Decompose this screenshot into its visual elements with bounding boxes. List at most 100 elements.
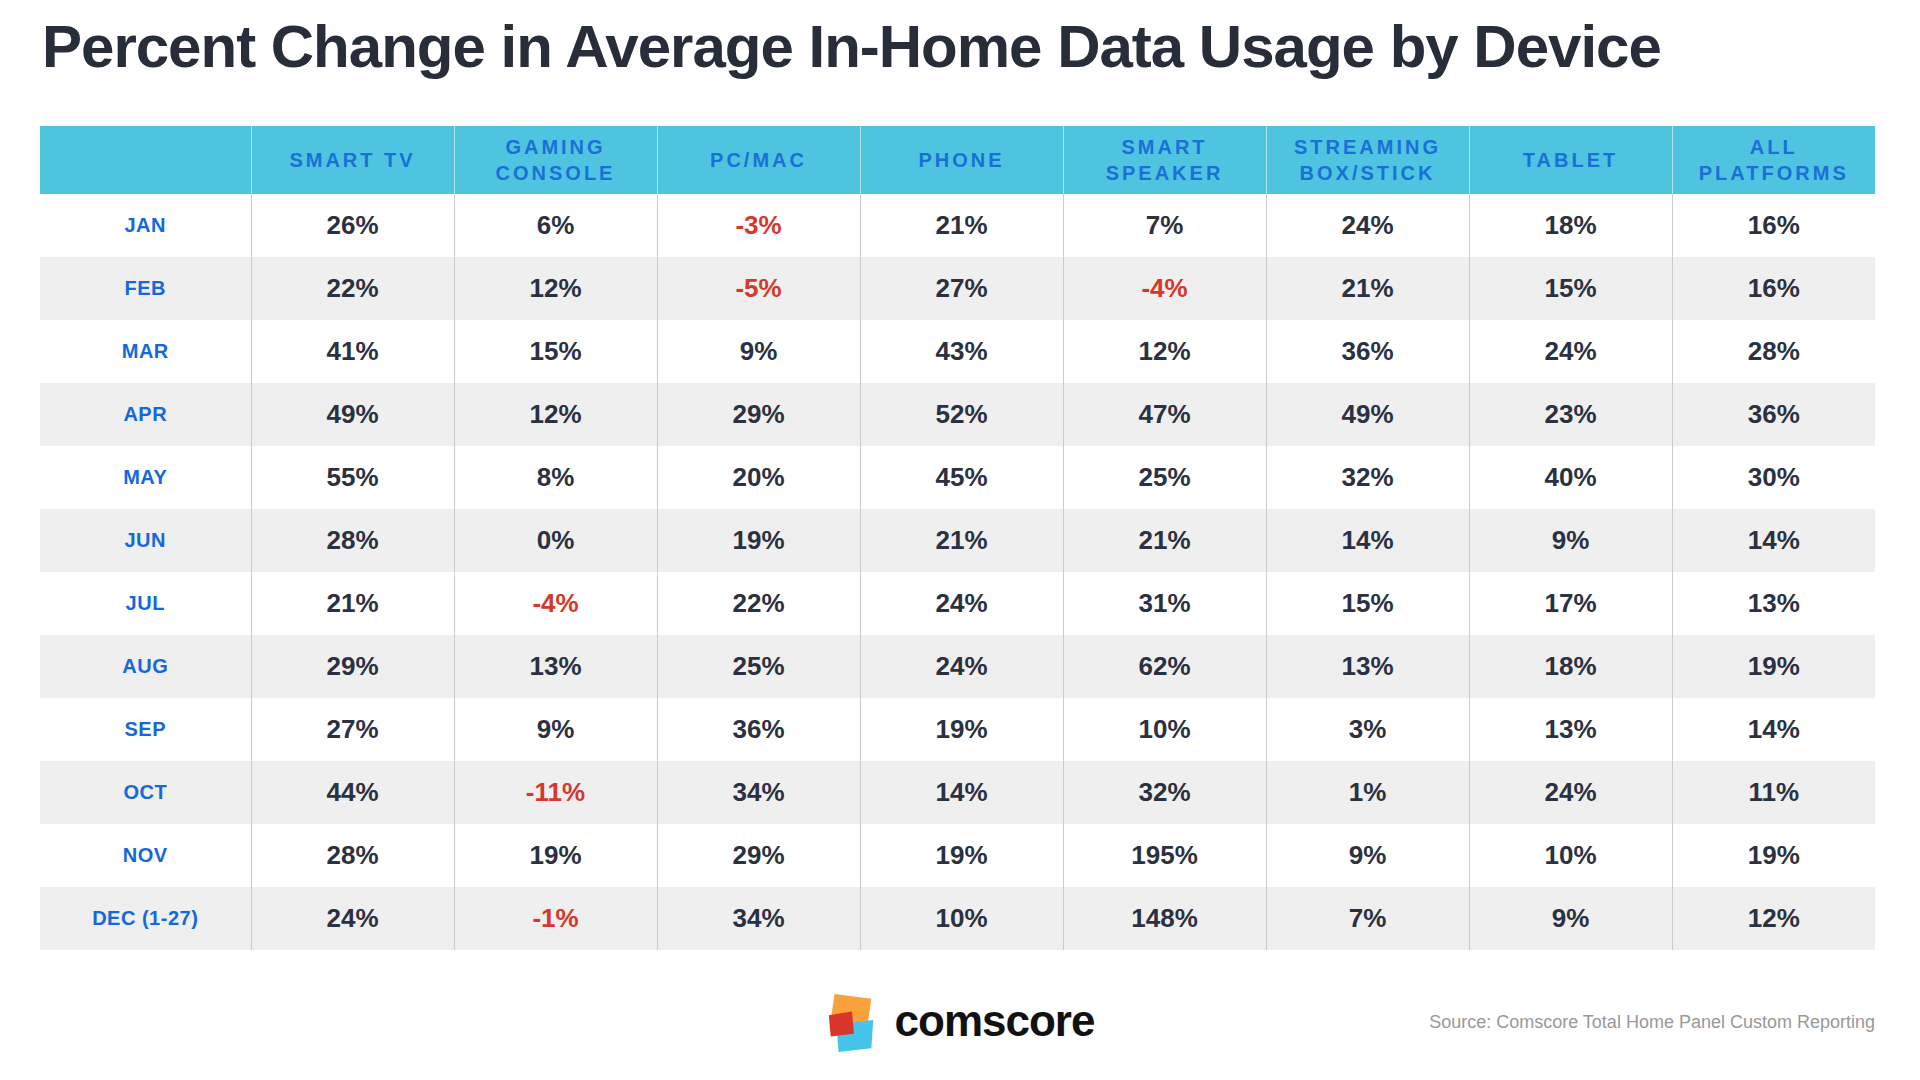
month-label: MAR (40, 320, 251, 383)
data-cell: 13% (1672, 572, 1875, 635)
data-cell: 16% (1672, 257, 1875, 320)
table-row: JUN28%0%19%21%21%14%9%14% (40, 509, 1875, 572)
data-cell: 0% (454, 509, 657, 572)
month-label: FEB (40, 257, 251, 320)
column-header: GAMING CONSOLE (454, 126, 657, 194)
data-cell: 47% (1063, 383, 1266, 446)
data-cell: 17% (1469, 572, 1672, 635)
data-cell: 6% (454, 194, 657, 257)
data-cell: 28% (1672, 320, 1875, 383)
month-label: AUG (40, 635, 251, 698)
data-cell: 26% (251, 194, 454, 257)
data-cell: 14% (1672, 509, 1875, 572)
data-cell: 7% (1266, 887, 1469, 950)
infographic-page: Percent Change in Average In-Home Data U… (0, 0, 1920, 1080)
column-header: TABLET (1469, 126, 1672, 194)
data-cell: 25% (657, 635, 860, 698)
data-cell: 28% (251, 509, 454, 572)
table-row: OCT44%-11%34%14%32%1%24%11% (40, 761, 1875, 824)
month-label: OCT (40, 761, 251, 824)
comscore-logo-icon (821, 992, 879, 1054)
data-cell: 22% (657, 572, 860, 635)
month-label: SEP (40, 698, 251, 761)
data-cell: 24% (1469, 761, 1672, 824)
data-cell: 21% (860, 509, 1063, 572)
data-cell: -3% (657, 194, 860, 257)
column-header: SMART SPEAKER (1063, 126, 1266, 194)
data-cell: 148% (1063, 887, 1266, 950)
data-cell: 10% (1063, 698, 1266, 761)
data-cell: 34% (657, 761, 860, 824)
data-cell: 18% (1469, 194, 1672, 257)
data-cell: 16% (1672, 194, 1875, 257)
source-text: Source: Comscore Total Home Panel Custom… (1429, 1012, 1875, 1033)
data-cell: 9% (1469, 509, 1672, 572)
month-label: JUL (40, 572, 251, 635)
data-cell: 28% (251, 824, 454, 887)
column-header: PC/MAC (657, 126, 860, 194)
data-cell: 32% (1063, 761, 1266, 824)
data-cell: 23% (1469, 383, 1672, 446)
table-row: APR49%12%29%52%47%49%23%36% (40, 383, 1875, 446)
data-cell: 14% (1672, 698, 1875, 761)
data-cell: 30% (1672, 446, 1875, 509)
data-cell: 15% (1266, 572, 1469, 635)
data-cell: 13% (1266, 635, 1469, 698)
data-cell: 19% (860, 698, 1063, 761)
page-title: Percent Change in Average In-Home Data U… (42, 12, 1882, 81)
data-cell: 29% (657, 383, 860, 446)
data-cell: 36% (1266, 320, 1469, 383)
data-cell: 31% (1063, 572, 1266, 635)
data-cell: -5% (657, 257, 860, 320)
data-cell: 15% (454, 320, 657, 383)
header-row: SMART TVGAMING CONSOLEPC/MACPHONESMART S… (40, 126, 1875, 194)
data-cell: 34% (657, 887, 860, 950)
table-header: SMART TVGAMING CONSOLEPC/MACPHONESMART S… (40, 126, 1875, 194)
data-cell: 10% (860, 887, 1063, 950)
data-usage-table: SMART TVGAMING CONSOLEPC/MACPHONESMART S… (40, 126, 1875, 950)
month-label: APR (40, 383, 251, 446)
data-cell: 9% (1469, 887, 1672, 950)
data-cell: 12% (454, 383, 657, 446)
data-cell: 15% (1469, 257, 1672, 320)
data-cell: 29% (657, 824, 860, 887)
data-cell: 62% (1063, 635, 1266, 698)
data-cell: 49% (1266, 383, 1469, 446)
data-cell: 19% (1672, 635, 1875, 698)
data-cell: 19% (657, 509, 860, 572)
data-cell: 55% (251, 446, 454, 509)
month-label: JAN (40, 194, 251, 257)
data-cell: 1% (1266, 761, 1469, 824)
data-cell: 12% (1063, 320, 1266, 383)
data-cell: 44% (251, 761, 454, 824)
data-cell: 41% (251, 320, 454, 383)
data-cell: 21% (860, 194, 1063, 257)
data-cell: 24% (1266, 194, 1469, 257)
table-row: NOV28%19%29%19%195%9%10%19% (40, 824, 1875, 887)
footer: comscore Source: Comscore Total Home Pan… (40, 988, 1875, 1058)
data-cell: 19% (1672, 824, 1875, 887)
table-row: DEC (1-27)24%-1%34%10%148%7%9%12% (40, 887, 1875, 950)
table-row: SEP27%9%36%19%10%3%13%14% (40, 698, 1875, 761)
data-cell: 24% (251, 887, 454, 950)
data-cell: 12% (454, 257, 657, 320)
data-cell: 12% (1672, 887, 1875, 950)
month-label: MAY (40, 446, 251, 509)
data-cell: 20% (657, 446, 860, 509)
data-cell: 25% (1063, 446, 1266, 509)
data-cell: 29% (251, 635, 454, 698)
data-cell: 36% (1672, 383, 1875, 446)
data-cell: 24% (860, 635, 1063, 698)
column-header: PHONE (860, 126, 1063, 194)
data-cell: 36% (657, 698, 860, 761)
table-row: JUL21%-4%22%24%31%15%17%13% (40, 572, 1875, 635)
table-row: AUG29%13%25%24%62%13%18%19% (40, 635, 1875, 698)
table-body: JAN26%6%-3%21%7%24%18%16%FEB22%12%-5%27%… (40, 194, 1875, 950)
column-header: SMART TV (251, 126, 454, 194)
data-cell: 32% (1266, 446, 1469, 509)
data-cell: 21% (1063, 509, 1266, 572)
data-cell: -11% (454, 761, 657, 824)
data-cell: 10% (1469, 824, 1672, 887)
data-cell: 22% (251, 257, 454, 320)
data-cell: -4% (1063, 257, 1266, 320)
